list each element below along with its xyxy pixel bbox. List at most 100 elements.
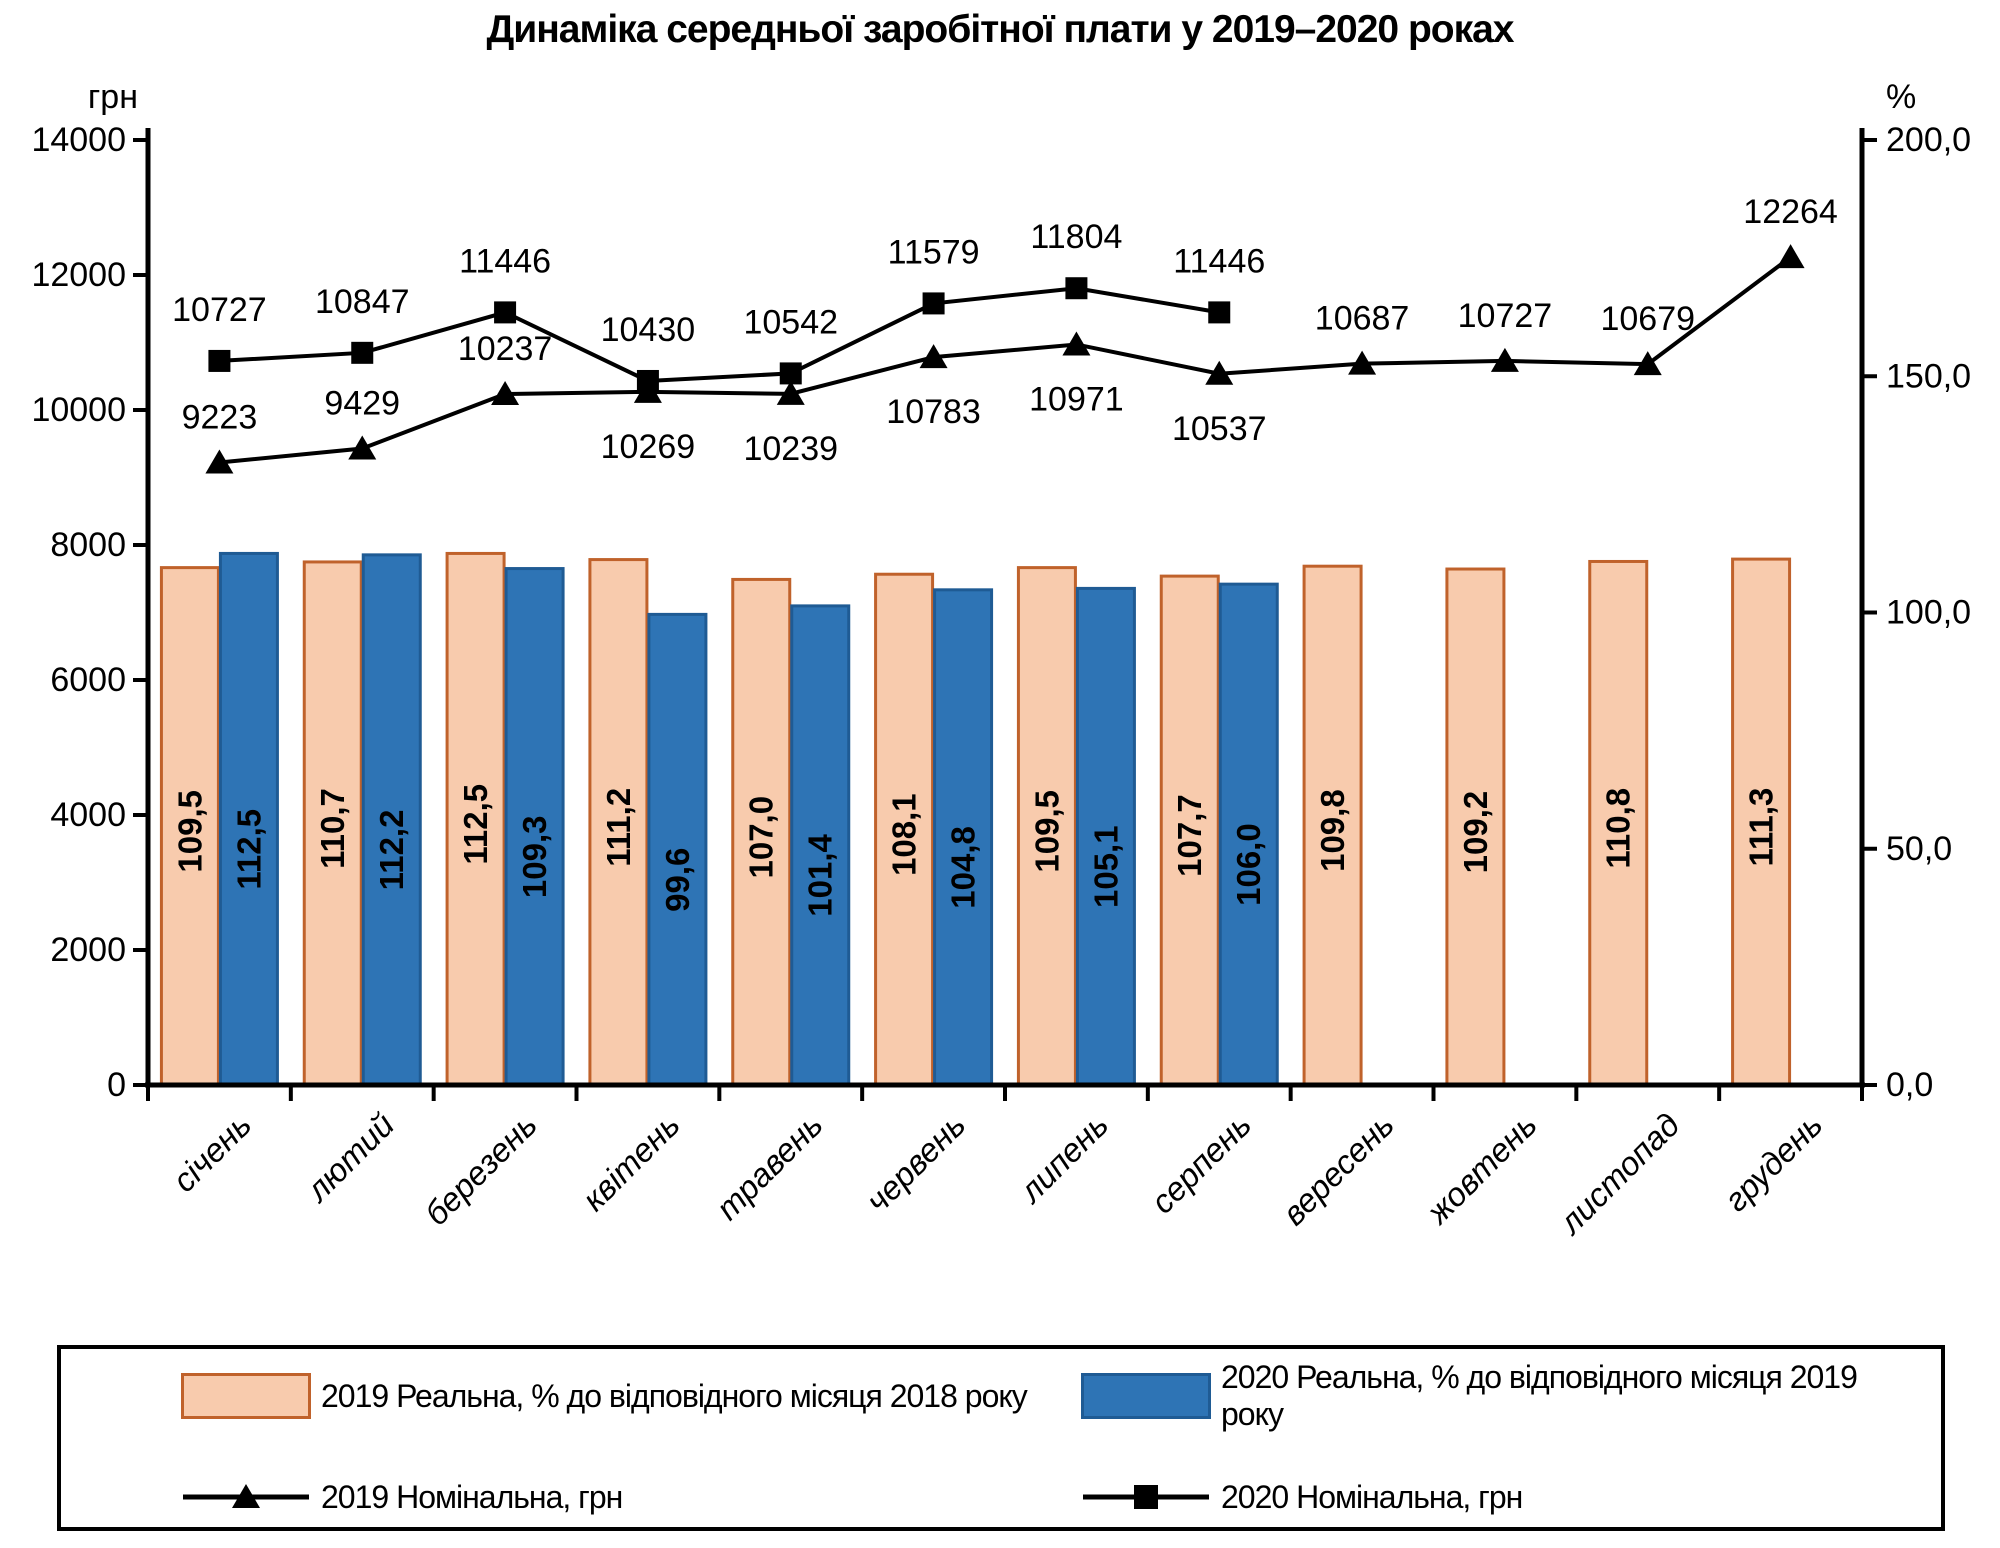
month-label: січень [165,1106,258,1199]
square-marker [1065,277,1088,300]
legend-label-2019-nominal: 2019 Номінальна, грн [321,1478,623,1515]
right-axis-tick-label: 0,0 [1886,1066,1933,1104]
bar [1731,557,1792,1087]
line-value-label: 10687 [1315,300,1410,338]
month-label: жовтень [1418,1106,1544,1232]
line-2020-nominal: 10727 10847 11446 10430 10542 11579 11804 11446 [172,218,1265,392]
line-value-label: 10971 [1029,380,1124,418]
square-marker [779,362,802,385]
bar [1302,564,1363,1087]
line-value-label: 10727 [1458,297,1553,335]
line-value-label: 10269 [601,428,696,466]
triangle-marker [1633,351,1662,376]
bar [588,558,649,1087]
bar-value-label: 109,3 [516,815,553,898]
month-label: липень [1011,1106,1116,1211]
bar-value-label: 110,8 [1600,788,1637,869]
legend-label-2019-real: 2019 Реальна, % до відповідного місяця 2… [321,1377,1028,1414]
line-value-label: 11446 [459,242,551,280]
line-value-label: 10847 [315,283,410,321]
bar [1075,586,1136,1087]
triangle-marker [491,381,520,406]
bar [504,567,565,1087]
left-axis-tick-label: 0 [107,1066,126,1104]
bar-value-label: 105,1 [1087,825,1124,908]
left-axis-tick-label: 12000 [31,256,126,294]
line-value-label: 9429 [324,385,400,423]
triangle-marker [776,380,805,405]
bar-value-label: 110,7 [314,788,351,869]
triangle-marker [1205,360,1234,385]
legend: 2019 Реальна, % до відповідного місяця 2… [57,1345,1945,1531]
bar [1016,566,1077,1087]
bar [1218,582,1279,1087]
right-axis-unit: % [1886,78,1916,116]
triangle-marker [1062,331,1091,356]
triangle-marker [1348,350,1377,375]
square-marker [208,349,231,372]
bar-value-label: 111,3 [1743,788,1780,867]
2020-real-bar-swatch-icon [1081,1373,1211,1419]
2019-real-bar-swatch-icon [181,1373,311,1419]
line-value-label: 12264 [1743,193,1838,231]
combo-chart: 109,5 110,7 112,5 111,2 107,0 108,1 109,5 107,7… [31,78,1971,1242]
right-axis-tick-label: 100,0 [1886,594,1971,632]
right-axis-tick-label: 200,0 [1886,121,1971,159]
bar [361,553,422,1087]
line-value-label: 9223 [182,398,258,436]
bar-value-label: 109,8 [1314,789,1351,872]
line-value-label: 10542 [743,303,838,341]
month-label: вересень [1275,1106,1401,1232]
bar-value-label: 112,5 [457,784,494,865]
right-axis-tick-label: 150,0 [1886,357,1971,395]
legend-item-2019-nominal: 2019 Номінальна, грн [181,1477,1051,1517]
right-axis-tick-label: 50,0 [1886,830,1952,868]
bar [647,612,708,1087]
line-value-label: 11446 [1173,242,1265,280]
bar-value-label: 106,0 [1230,823,1267,906]
bars-2020-real: 112,5 112,2 109,3 99,6 101,4 104,8 105,1 106,0 [218,551,1279,1087]
left-axis-tick-label: 2000 [50,931,126,969]
bar [790,604,851,1087]
triangle-marker [205,449,234,474]
line-value-label: 10239 [743,430,838,468]
triangle-marker [348,435,377,460]
chart-title: Динаміка середньої заробітної плати у 20… [486,8,1514,51]
triangle-marker [1490,347,1519,372]
bar-value-label: 99,6 [659,848,696,912]
line-value-label: 10783 [886,393,981,431]
month-label: червень [859,1106,973,1220]
bar [302,560,363,1087]
legend-item-2020-nominal: 2020 Номінальна, грн [1051,1477,1921,1517]
triangle-line-marker-icon [183,1484,309,1508]
square-marker [1208,301,1231,324]
square-marker [636,369,659,392]
bar [874,572,935,1087]
left-axis-tick-label: 4000 [50,796,126,834]
bar-value-label: 109,2 [1457,791,1494,874]
left-axis-tick-label: 10000 [31,391,126,429]
month-label: лютий [298,1106,402,1210]
month-label: листопад [1550,1106,1686,1242]
bar-value-label: 107,7 [1171,794,1208,877]
bar [1159,574,1220,1087]
bar-value-label: 101,4 [802,834,839,917]
bar-value-label: 109,5 [171,790,208,873]
bar [159,566,220,1087]
left-axis-unit: грн [88,78,138,116]
month-label: серпень [1143,1106,1258,1221]
line-value-label: 11804 [1030,218,1122,256]
triangle-marker [1776,244,1805,269]
square-marker [922,292,945,315]
bar-value-label: 112,5 [230,809,267,890]
line-value-label: 10430 [601,311,696,349]
left-axis-tick-label: 8000 [50,526,126,564]
legend-item-2019-real: 2019 Реальна, % до відповідного місяця 2… [181,1359,1051,1433]
square-line-marker-icon [1083,1485,1209,1509]
month-label: травень [709,1106,830,1227]
square-marker [351,341,374,364]
left-axis-tick-label: 6000 [50,661,126,699]
bars-2019-real: 109,5 110,7 112,5 111,2 107,0 108,1 109,5 107,7… [159,551,1792,1087]
line-value-label: 10537 [1172,410,1267,448]
bar [218,551,279,1087]
